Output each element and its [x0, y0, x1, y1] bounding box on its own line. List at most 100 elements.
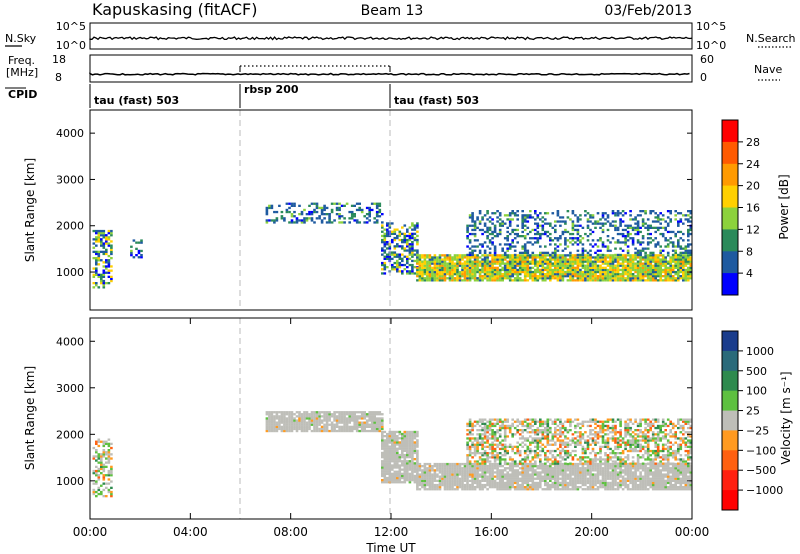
range-cell	[631, 241, 635, 244]
range-cell	[468, 258, 472, 261]
range-cell	[478, 256, 482, 259]
range-cell	[611, 475, 615, 478]
range-cell	[604, 471, 607, 474]
range-cell	[614, 258, 617, 261]
range-cell	[634, 266, 637, 269]
range-cell	[443, 279, 447, 282]
range-cell	[300, 221, 304, 224]
range-cell	[105, 234, 108, 237]
range-cell	[102, 282, 106, 285]
range-cell	[631, 277, 635, 280]
range-cell	[95, 465, 98, 468]
range-cell	[330, 221, 334, 224]
range-cell	[576, 220, 580, 223]
range-cell	[471, 465, 474, 468]
range-cell	[363, 421, 366, 424]
range-cell	[411, 468, 414, 471]
range-cell	[393, 453, 397, 457]
range-cell	[436, 462, 439, 466]
range-cell	[391, 468, 394, 471]
range-cell	[679, 212, 683, 215]
range-cell	[559, 254, 562, 257]
range-cell	[501, 224, 504, 227]
range-cell	[518, 273, 522, 276]
range-cell	[370, 208, 374, 212]
range-cell	[393, 435, 397, 438]
range-cell	[453, 469, 457, 472]
range-cell	[428, 273, 432, 276]
range-cell	[353, 413, 356, 416]
range-cell	[381, 425, 384, 428]
range-cell	[574, 467, 577, 470]
range-cell	[411, 243, 414, 246]
range-cell	[671, 488, 675, 491]
range-cell	[471, 475, 474, 478]
range-cell	[546, 258, 550, 261]
range-cell	[596, 471, 600, 474]
range-cell	[436, 467, 439, 470]
range-cell	[488, 260, 492, 263]
range-cell	[579, 270, 582, 274]
range-cell	[682, 465, 685, 468]
range-cell	[684, 483, 688, 487]
range-cell	[456, 475, 459, 478]
range-cell	[478, 222, 482, 225]
range-cell	[383, 462, 387, 465]
range-cell	[506, 418, 509, 421]
range-cell	[661, 467, 665, 470]
range-cell	[674, 251, 677, 254]
range-cell	[646, 241, 650, 244]
range-cell	[348, 413, 351, 416]
range-cell	[493, 462, 497, 466]
range-cell	[458, 471, 462, 474]
range-cell	[621, 279, 625, 282]
range-cell	[308, 204, 311, 207]
range-cell	[295, 423, 299, 426]
range-cell	[483, 418, 487, 421]
range-cell	[677, 471, 680, 474]
range-cell	[523, 254, 527, 257]
range-cell	[478, 270, 482, 274]
range-cell	[288, 417, 291, 420]
range-cell	[631, 483, 635, 487]
range-cell	[661, 473, 665, 476]
range-cell	[473, 424, 477, 428]
range-cell	[639, 258, 642, 261]
range-cell	[416, 275, 419, 278]
range-cell	[461, 488, 464, 491]
range-cell	[466, 258, 469, 261]
range-cell	[664, 220, 667, 223]
range-cell	[473, 220, 477, 223]
range-cell	[619, 232, 622, 236]
range-cell	[350, 425, 354, 428]
range-cell	[345, 425, 349, 428]
range-cell	[493, 418, 497, 421]
cpid-segment-1: tau (fast) 503	[94, 94, 179, 107]
range-cell	[493, 439, 497, 442]
range-cell	[481, 216, 484, 219]
range-cell	[466, 228, 469, 232]
range-cell	[468, 462, 472, 465]
range-cell	[651, 471, 655, 474]
range-cell	[569, 479, 572, 482]
range-cell	[601, 481, 605, 485]
range-cell	[569, 258, 572, 261]
range-cell	[438, 486, 442, 489]
range-cell	[340, 415, 344, 418]
freq-trace	[89, 72, 690, 76]
range-cell	[541, 467, 545, 470]
range-cell	[466, 226, 469, 229]
range-cell	[403, 255, 407, 258]
range-cell	[343, 423, 346, 426]
range-cell	[353, 417, 356, 420]
range-cell	[473, 454, 477, 457]
range-cell	[318, 217, 321, 220]
range-cell	[641, 279, 645, 282]
range-cell	[473, 465, 477, 468]
range-cell	[616, 210, 620, 213]
range-cell	[368, 213, 371, 216]
range-cell	[468, 439, 472, 442]
range-cell	[611, 273, 615, 276]
range-cell	[441, 264, 444, 267]
range-cell	[639, 477, 642, 480]
